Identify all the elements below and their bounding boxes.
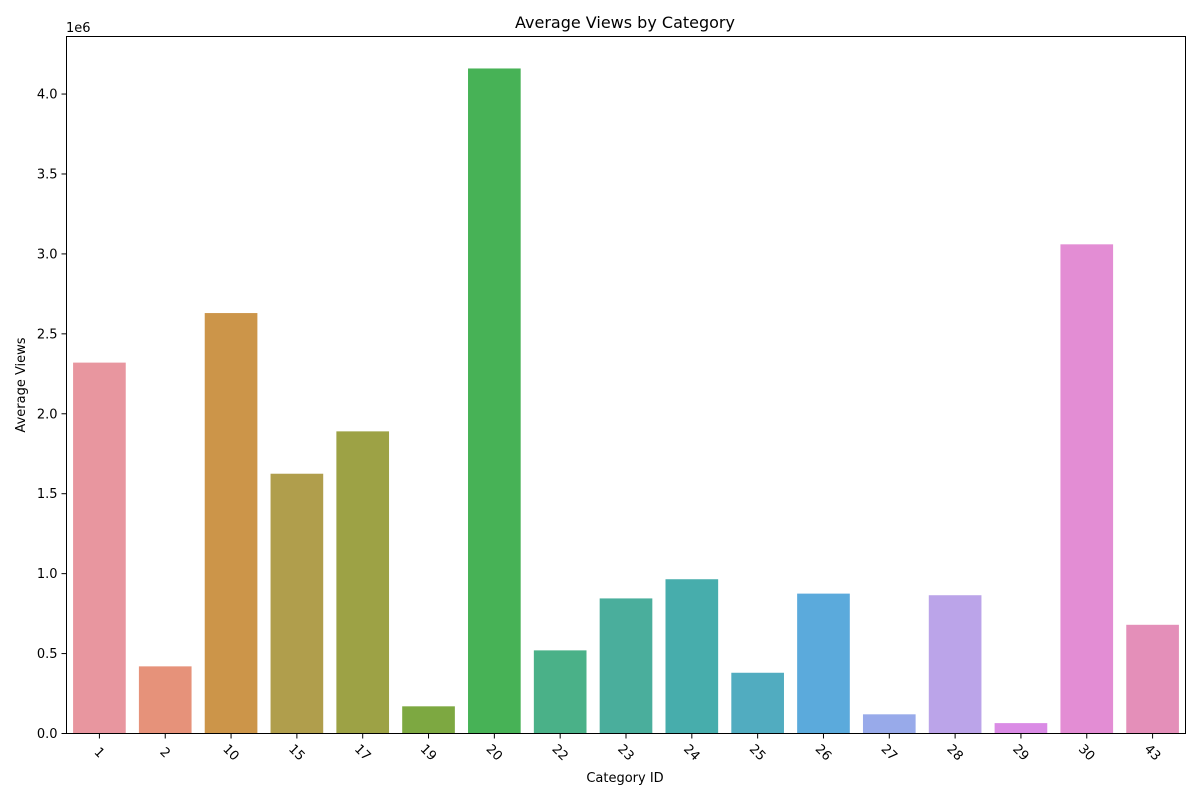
x-tick-label: 30 [1075, 742, 1097, 764]
x-tick-label: 20 [483, 742, 505, 764]
y-tick-label: 1.5 [37, 487, 58, 502]
y-tick-label: 3.5 [37, 167, 58, 182]
y-axis-label: Average Views [14, 337, 29, 432]
y-ticks-group: 0.0 0.5 1.0 1.5 2.0 2.5 3.0 3.5 4.0 [37, 88, 67, 742]
x-tick-label: 10 [219, 742, 241, 764]
x-tick-label: 24 [680, 742, 702, 764]
x-tick-label: 22 [548, 742, 570, 764]
y-axis-offset-label: 1e6 [66, 21, 91, 36]
bar-30 [1060, 244, 1114, 734]
bar-2 [138, 666, 192, 734]
bar-23 [599, 598, 653, 734]
x-tick-label: 17 [351, 742, 373, 764]
x-ticks-group: 1 2 10 15 17 19 20 22 23 24 25 26 27 28 29 30 43 [91, 733, 1163, 764]
bar-29 [994, 723, 1048, 734]
y-tick-label: 3.0 [37, 247, 58, 262]
bar-15 [270, 473, 324, 734]
bar-43 [1126, 624, 1179, 734]
y-tick-label: 1.0 [37, 567, 58, 582]
y-tick-label: 0.5 [37, 647, 58, 662]
chart-title: Average Views by Category [515, 13, 735, 32]
x-tick-label: 28 [943, 742, 965, 764]
bar-22 [533, 650, 587, 734]
bar-19 [402, 706, 455, 734]
y-tick-label: 0.0 [37, 727, 58, 742]
bar-1 [73, 362, 126, 734]
x-tick-label: 1 [91, 745, 107, 761]
bar-17 [336, 431, 390, 734]
x-tick-label: 29 [1009, 742, 1031, 764]
x-tick-label: 26 [812, 742, 834, 764]
y-tick-label: 4.0 [37, 88, 58, 103]
x-tick-label: 43 [1141, 742, 1163, 764]
y-tick-label: 2.5 [37, 327, 58, 342]
bar-25 [731, 672, 784, 734]
bar-28 [928, 595, 982, 734]
x-tick-label: 27 [878, 742, 900, 764]
y-tick-label: 2.0 [37, 407, 58, 422]
x-tick-label: 25 [746, 742, 768, 764]
plot-frame [66, 36, 1186, 734]
bars-group [73, 68, 1179, 734]
x-tick-label: 15 [285, 742, 307, 764]
bar-26 [797, 593, 850, 734]
bar-27 [862, 714, 916, 734]
x-tick-label: 19 [417, 742, 439, 764]
x-tick-label: 23 [614, 742, 636, 764]
bar-10 [204, 313, 258, 734]
x-axis-label: Category ID [586, 771, 663, 786]
bar-20 [468, 68, 521, 734]
bar-24 [665, 579, 719, 734]
x-tick-label: 2 [156, 745, 172, 761]
